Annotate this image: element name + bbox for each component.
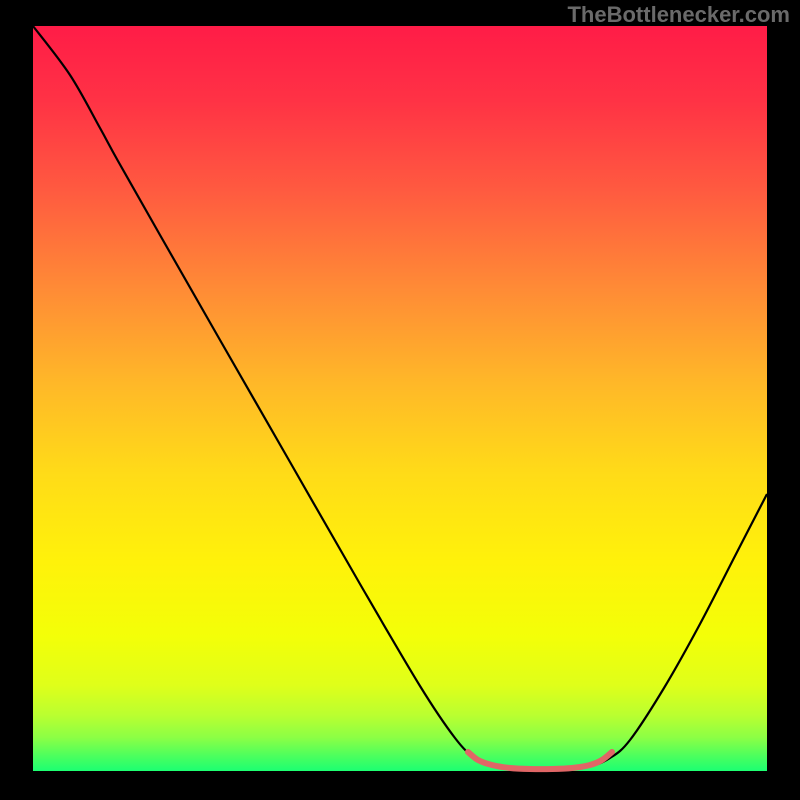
plot-background — [33, 26, 767, 771]
watermark-text: TheBottlenecker.com — [567, 2, 790, 28]
bottleneck-chart — [0, 0, 800, 800]
